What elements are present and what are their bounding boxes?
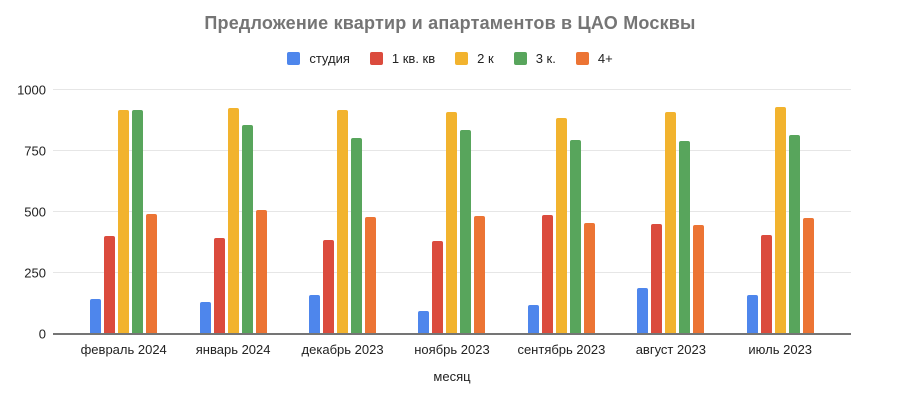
bar-group-2 xyxy=(288,90,397,334)
x-tick-label: февраль 2024 xyxy=(80,342,167,357)
bar-series1-cat6[interactable] xyxy=(760,235,772,334)
legend-item-3: 3 к. xyxy=(513,51,556,66)
bar-series2-cat3[interactable] xyxy=(446,111,458,334)
bar-group-3 xyxy=(397,90,506,334)
x-axis-line xyxy=(53,333,851,335)
bar-series3-cat0[interactable] xyxy=(132,109,144,334)
bar-series2-cat2[interactable] xyxy=(337,109,349,334)
bar-series2-cat0[interactable] xyxy=(118,109,130,334)
bar-series3-cat2[interactable] xyxy=(351,137,363,334)
bar-series0-cat3[interactable] xyxy=(418,310,430,334)
bar-series0-cat5[interactable] xyxy=(637,288,649,334)
gridline xyxy=(53,89,851,90)
legend-swatch-icon xyxy=(575,52,589,65)
legend-swatch-icon xyxy=(369,52,383,65)
bar-series0-cat4[interactable] xyxy=(527,305,539,334)
legend: студия 1 кв. кв 2 к 3 к. 4+ xyxy=(0,51,900,66)
y-tick-label: 250 xyxy=(24,265,46,281)
legend-item-4: 4+ xyxy=(575,51,613,66)
bar-series2-cat5[interactable] xyxy=(665,111,677,334)
bar-series4-cat2[interactable] xyxy=(365,216,377,334)
legend-swatch-icon xyxy=(513,52,527,65)
bar-series4-cat5[interactable] xyxy=(693,225,705,334)
bar-series2-cat6[interactable] xyxy=(774,107,786,334)
x-axis-labels: февраль 2024 январь 2024 декабрь 2023 ноябр… xyxy=(53,342,851,357)
x-tick-label: июль 2023 xyxy=(748,342,813,357)
bar-series1-cat0[interactable] xyxy=(104,236,116,334)
chart-title: Предложение квартир и апартаментов в ЦАО… xyxy=(204,13,696,33)
bar-group-5 xyxy=(616,90,725,334)
legend-label: студия xyxy=(309,51,350,66)
y-tick-label: 500 xyxy=(24,204,46,220)
x-tick-label: январь 2024 xyxy=(195,342,271,357)
bar-series0-cat1[interactable] xyxy=(199,302,211,334)
legend-item-1: 1 кв. кв xyxy=(369,51,436,66)
y-tick-label: 0 xyxy=(38,326,46,342)
bar-series1-cat2[interactable] xyxy=(323,240,335,334)
plot-area xyxy=(53,89,851,335)
x-tick-label: август 2023 xyxy=(635,342,706,357)
bar-series2-cat4[interactable] xyxy=(555,118,567,334)
legend-label: 4+ xyxy=(597,51,613,66)
bar-series4-cat1[interactable] xyxy=(255,209,267,334)
bar-group-6 xyxy=(726,90,835,334)
legend-item-2: 2 к xyxy=(455,51,494,66)
bar-series0-cat0[interactable] xyxy=(90,298,102,334)
bar-series3-cat3[interactable] xyxy=(460,130,472,334)
bar-group-4 xyxy=(507,90,616,334)
legend-label: 3 к. xyxy=(535,51,556,66)
bar-series2-cat1[interactable] xyxy=(227,108,239,334)
bar-series1-cat3[interactable] xyxy=(432,241,444,334)
bar-series1-cat5[interactable] xyxy=(651,224,663,334)
x-tick-label: декабрь 2023 xyxy=(301,342,384,357)
bar-series4-cat4[interactable] xyxy=(583,222,595,334)
legend-label: 1 кв. кв xyxy=(391,51,436,66)
y-tick-label: 1000 xyxy=(17,82,46,98)
bar-series3-cat6[interactable] xyxy=(788,135,800,334)
bar-series3-cat5[interactable] xyxy=(679,141,691,334)
bars-area xyxy=(53,90,851,334)
bar-series1-cat1[interactable] xyxy=(213,237,225,334)
bar-series4-cat0[interactable] xyxy=(146,214,158,334)
legend-item-0: студия xyxy=(287,51,350,66)
bar-series3-cat1[interactable] xyxy=(241,125,253,334)
bar-group-1 xyxy=(178,90,287,334)
y-axis: 0 250 500 750 1000 xyxy=(0,83,46,342)
bar-series1-cat4[interactable] xyxy=(541,214,553,334)
x-axis-title: месяц xyxy=(433,369,471,384)
bar-series0-cat2[interactable] xyxy=(309,294,321,334)
bar-series0-cat6[interactable] xyxy=(746,294,758,334)
bar-series4-cat6[interactable] xyxy=(802,218,814,334)
legend-swatch-icon xyxy=(287,52,301,65)
legend-label: 2 к xyxy=(477,51,494,66)
bar-series4-cat3[interactable] xyxy=(474,216,486,334)
bar-group-0 xyxy=(69,90,178,334)
x-tick-label: ноябрь 2023 xyxy=(414,342,490,357)
bar-series3-cat4[interactable] xyxy=(569,140,581,334)
y-tick-label: 750 xyxy=(24,143,46,159)
legend-swatch-icon xyxy=(455,52,469,65)
x-tick-label: сентябрь 2023 xyxy=(517,342,606,357)
